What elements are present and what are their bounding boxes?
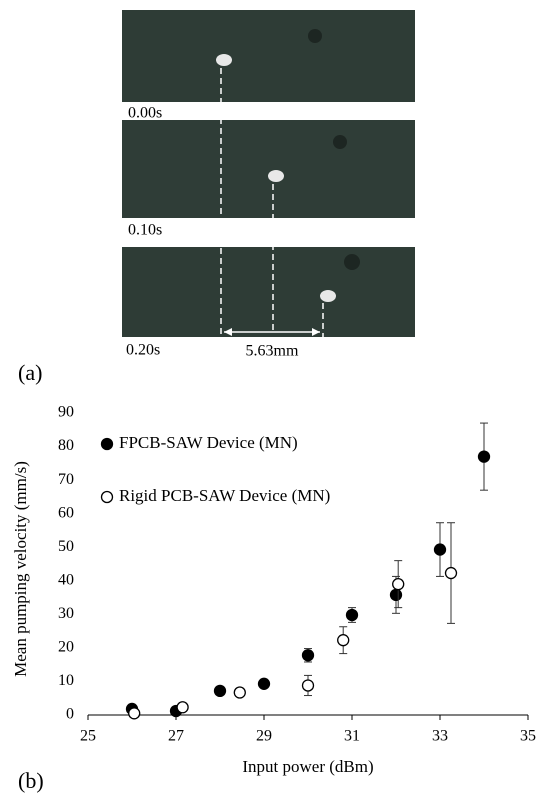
y-tick-label: 10 [58,672,74,689]
marker [301,649,315,662]
y-tick-label: 30 [58,605,74,622]
x-tick-label: 33 [432,728,448,745]
y-tick-label: 20 [58,639,74,656]
strip [250,102,415,120]
marker [389,588,403,602]
legend-marker [100,437,114,451]
marker [128,707,141,720]
marker [392,577,405,591]
y-tick-label: 0 [66,706,74,723]
marker [257,677,271,690]
legend-marker [100,490,114,504]
frame-time: 0.10s [128,222,162,239]
y-tick-label: 40 [58,571,74,588]
y-tick-label: 90 [58,404,74,421]
legend-label: Rigid PCB-SAW Device (MN) [119,486,330,505]
y-tick-label: 80 [58,437,74,454]
x-tick-label: 35 [520,728,536,745]
y-axis-label: Mean pumping velocity (mm/s) [11,461,30,677]
marker [433,543,447,556]
marker [444,566,458,580]
marker [345,608,359,622]
x-axis-label: Input power (dBm) [242,757,373,776]
frame-time: 0.00s [128,105,162,122]
y-tick-label: 70 [58,471,74,488]
marker [337,634,350,647]
y-tick-label: 50 [58,538,74,555]
frame [122,120,415,218]
droplet [268,170,284,182]
spot [344,254,360,270]
marker [301,679,315,692]
marker [213,684,227,697]
legend-label: FPCB-SAW Device (MN) [119,433,298,452]
panel-label: (a) [18,360,42,385]
marker [233,686,246,699]
marker [176,701,189,714]
panel-label: (b) [18,768,44,793]
frame [122,10,415,102]
x-tick-label: 29 [256,728,272,745]
photo-panel: 0.00s 0.10s 0.20s 5.63mm (a) [18,10,415,385]
x-tick-label: 27 [168,728,184,745]
y-tick-label: 60 [58,504,74,521]
scale-label: 5.63mm [246,343,299,360]
marker [477,450,491,463]
frame-time: 0.20s [126,342,160,359]
x-tick-label: 25 [80,728,96,745]
droplet [320,290,336,302]
spot [308,29,322,43]
frame [122,247,415,337]
spot [333,135,347,149]
droplet [216,54,232,66]
x-tick-label: 31 [344,728,360,745]
